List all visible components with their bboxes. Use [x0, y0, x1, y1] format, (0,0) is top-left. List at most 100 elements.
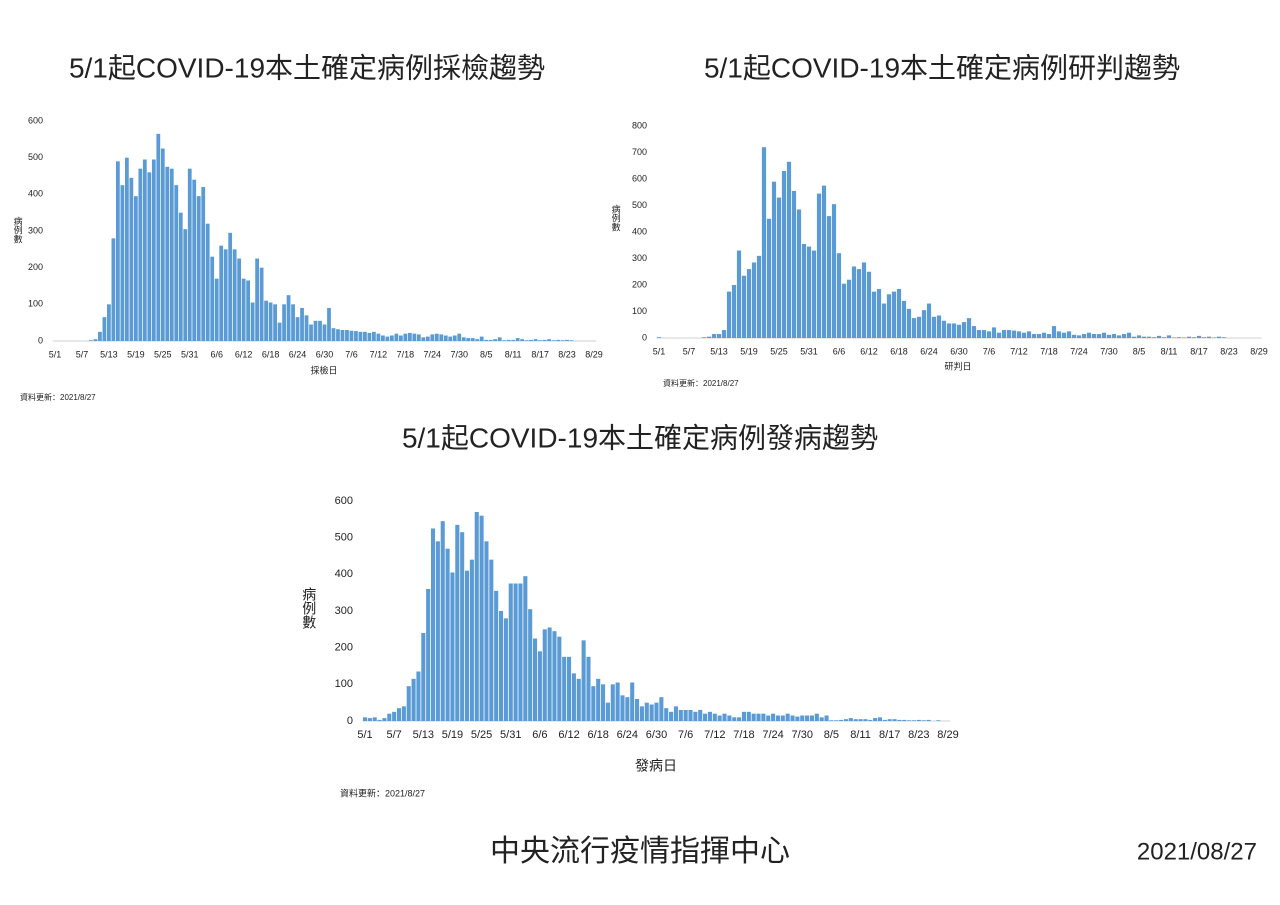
bar — [489, 559, 494, 721]
bar — [376, 333, 381, 341]
x-tick-label: 5/25 — [471, 729, 492, 741]
bar — [455, 524, 460, 721]
bar — [664, 708, 669, 721]
bar — [508, 583, 513, 721]
bar — [1086, 332, 1092, 338]
bar — [906, 308, 912, 338]
x-axis-label: 採檢日 — [310, 364, 337, 375]
x-tick-label: 7/30 — [792, 729, 813, 741]
bar — [1041, 332, 1047, 338]
x-tick-label: 8/23 — [1220, 346, 1238, 356]
bar — [1056, 331, 1062, 338]
x-tick-label: 8/5 — [824, 729, 839, 741]
bar — [133, 196, 138, 341]
bar — [771, 713, 776, 721]
bar — [111, 238, 116, 341]
x-tick-label: 7/24 — [1070, 346, 1088, 356]
bar — [610, 684, 615, 721]
bar — [936, 720, 941, 721]
bar — [853, 719, 858, 721]
bar — [528, 609, 533, 721]
bar — [776, 197, 782, 338]
x-tick-label: 6/18 — [587, 729, 608, 741]
x-tick-label: 7/6 — [345, 349, 358, 359]
bar — [331, 328, 336, 341]
bar — [411, 678, 416, 721]
bar — [502, 340, 507, 341]
x-tick-label: 5/25 — [770, 346, 788, 356]
bar — [796, 209, 802, 338]
bar — [421, 633, 426, 721]
bar — [1101, 332, 1107, 338]
bar — [873, 718, 878, 721]
bar — [871, 291, 877, 338]
bar — [707, 711, 712, 721]
bar — [322, 324, 327, 341]
bar — [1036, 334, 1042, 338]
bar — [1116, 335, 1122, 338]
bar — [887, 719, 892, 721]
bar — [363, 331, 367, 341]
bar — [1121, 334, 1127, 338]
bar — [781, 171, 787, 338]
bar — [479, 336, 484, 341]
bar — [93, 339, 98, 341]
bar — [115, 161, 120, 341]
bar — [971, 326, 977, 338]
bar — [816, 193, 822, 338]
bar — [877, 717, 883, 721]
bar — [1061, 332, 1067, 338]
x-tick-label: 8/29 — [937, 729, 958, 741]
bar — [1106, 334, 1112, 338]
bar — [506, 339, 511, 341]
x-tick-label: 5/1 — [49, 349, 62, 359]
x-tick-label: 6/24 — [920, 346, 938, 356]
bar — [1176, 337, 1182, 338]
bar — [445, 548, 450, 721]
bar — [372, 331, 376, 341]
bar — [557, 636, 562, 721]
bar — [620, 695, 625, 721]
x-tick-label: 8/29 — [585, 349, 603, 359]
x-tick-label: 6/12 — [860, 346, 878, 356]
bar — [881, 303, 887, 338]
bar — [669, 711, 674, 721]
x-tick-label: 5/7 — [387, 729, 402, 741]
bar — [291, 304, 295, 341]
bar — [1221, 337, 1227, 338]
bar — [858, 719, 863, 721]
bar — [439, 334, 444, 341]
y-tick-label: 300 — [632, 253, 647, 263]
bar — [120, 185, 125, 341]
bar — [382, 718, 387, 721]
bar — [435, 541, 440, 721]
bar — [156, 133, 161, 341]
bar — [771, 181, 777, 338]
bar — [196, 196, 201, 341]
bar — [259, 267, 264, 341]
bar — [300, 308, 304, 341]
bar — [493, 339, 498, 341]
x-tick-label: 7/30 — [450, 349, 468, 359]
bar — [921, 720, 926, 721]
x-tick-label: 5/19 — [127, 349, 145, 359]
bar — [966, 318, 972, 338]
bar — [470, 338, 475, 341]
bar — [1096, 334, 1102, 338]
bar — [520, 339, 525, 341]
bar — [389, 335, 394, 341]
bar — [560, 340, 565, 341]
bar — [876, 288, 882, 338]
bar — [219, 245, 224, 341]
bar — [581, 640, 586, 721]
bar — [407, 332, 412, 341]
bar — [565, 339, 569, 341]
y-tick-label: 800 — [632, 120, 647, 130]
chart-title: 5/1起COVID-19本土確定病例發病趨勢 — [402, 422, 878, 453]
bar — [756, 255, 762, 338]
bar — [846, 279, 852, 338]
x-tick-label: 6/12 — [558, 729, 579, 741]
bar — [1211, 337, 1217, 338]
bar — [396, 708, 402, 721]
bar — [286, 295, 291, 341]
